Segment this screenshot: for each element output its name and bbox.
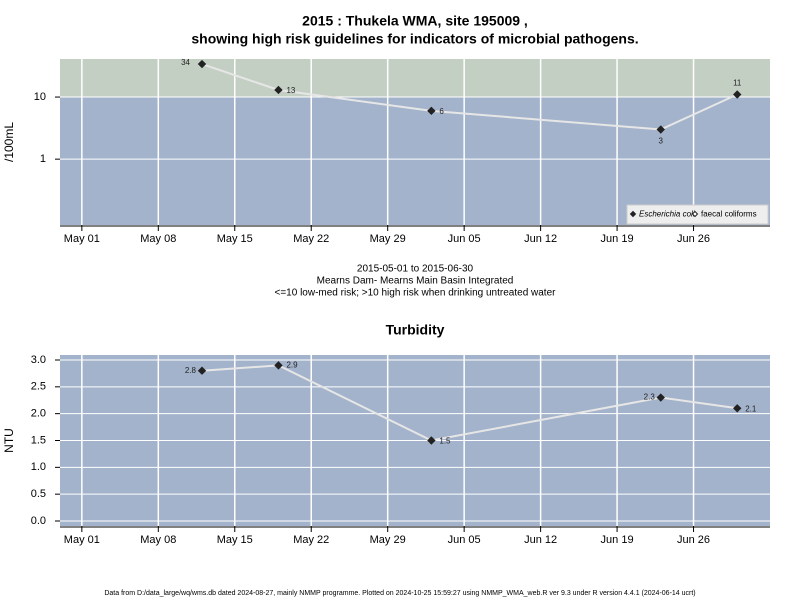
x-tick-label: Jun 26	[677, 534, 710, 546]
x-tick-label: May 29	[370, 534, 406, 546]
high-risk-band	[60, 59, 770, 98]
x-tick-label: Jun 12	[524, 534, 557, 546]
data-point	[197, 366, 207, 375]
data-point	[656, 125, 665, 134]
data-label: 6	[439, 107, 444, 116]
y-tick-label: 2.5	[31, 381, 46, 393]
legend-marker	[691, 210, 699, 218]
data-label: 3	[659, 137, 664, 146]
chart-title: 2015 : Thukela WMA, site 195009 ,	[302, 13, 528, 29]
note: <=10 low-med risk; >10 high risk when dr…	[275, 288, 557, 299]
data-point	[427, 436, 436, 445]
data-label: 2.1	[745, 404, 757, 413]
y-tick-label: 0.5	[31, 488, 46, 500]
note: 2015-05-01 to 2015-06-30	[357, 264, 474, 275]
x-tick-label: Jun 12	[524, 233, 557, 245]
data-label: 1.5	[439, 437, 451, 446]
data-label: 11	[733, 79, 742, 88]
data-point	[274, 85, 283, 95]
x-tick-label: May 08	[140, 534, 176, 546]
x-tick-label: Jun 05	[448, 534, 481, 546]
x-tick-label: May 01	[64, 233, 100, 245]
data-point	[656, 393, 665, 402]
data-point	[733, 90, 742, 99]
note: Mearns Dam- Mearns Main Basin Integrated	[317, 276, 514, 287]
x-tick-label: May 29	[370, 233, 406, 245]
data-label: 13	[286, 86, 295, 95]
footer: Data from D:/data_large/wq/wms.db dated …	[104, 590, 695, 597]
x-tick-label: Jun 26	[677, 233, 710, 245]
data-label: 2.9	[286, 360, 298, 369]
y-axis-label: /100mL	[2, 122, 16, 162]
y-tick-label: 3.0	[31, 354, 46, 366]
x-tick-label: May 01	[64, 534, 100, 546]
data-point	[274, 361, 283, 370]
x-tick-label: May 15	[217, 534, 253, 546]
chart-title: Turbidity	[386, 322, 445, 338]
y-tick-label: 1.5	[31, 434, 46, 446]
data-point	[427, 106, 436, 116]
y-tick-label: 10	[34, 91, 46, 103]
data-point	[197, 59, 207, 69]
chart-title: showing high risk guidelines for indicat…	[191, 31, 638, 47]
x-tick-label: Jun 19	[601, 534, 634, 546]
x-tick-label: Jun 05	[448, 233, 481, 245]
data-point	[733, 404, 742, 413]
y-tick-label: 1.0	[31, 461, 46, 473]
y-tick-label: 1	[40, 153, 46, 165]
x-tick-label: May 08	[140, 233, 176, 245]
data-label: 2.8	[185, 366, 197, 375]
x-tick-label: May 22	[293, 534, 329, 546]
legend-label: Escherichia coli	[639, 210, 695, 219]
y-axis-label: NTU	[2, 428, 16, 453]
legend-label: faecal coliforms	[701, 210, 757, 219]
x-tick-label: May 22	[293, 233, 329, 245]
y-tick-label: 0.0	[31, 515, 46, 527]
y-tick-label: 2.0	[31, 408, 46, 420]
x-tick-label: Jun 19	[601, 233, 634, 245]
legend-marker	[629, 210, 637, 218]
data-label: 34	[181, 58, 190, 67]
data-label: 2.3	[644, 393, 656, 402]
x-tick-label: May 15	[217, 233, 253, 245]
